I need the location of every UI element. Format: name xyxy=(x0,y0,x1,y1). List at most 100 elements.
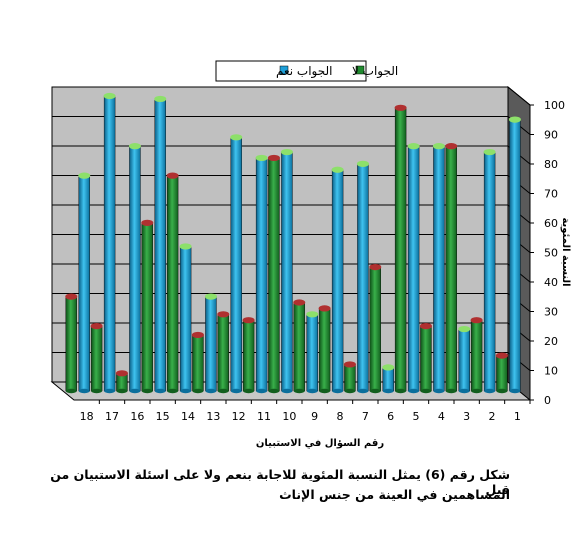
bar-cap xyxy=(331,166,344,173)
x-tick-label: 11 xyxy=(257,410,271,423)
y-tick-label: 30 xyxy=(544,306,558,319)
bar-body xyxy=(166,175,179,392)
bar-base xyxy=(395,388,407,394)
y-tick-label: 100 xyxy=(544,99,565,112)
x-tick-label: 15 xyxy=(156,410,170,423)
bar-body xyxy=(318,308,331,392)
bar-base xyxy=(420,388,432,394)
x-tick-label: 7 xyxy=(362,410,369,423)
x-tick-label: 3 xyxy=(463,410,470,423)
bar-base xyxy=(357,388,369,394)
bar xyxy=(154,95,167,394)
y-tick-label: 20 xyxy=(544,335,558,348)
bar xyxy=(293,299,306,394)
bar xyxy=(103,92,116,394)
bar-cap xyxy=(343,361,356,368)
bar xyxy=(445,143,458,394)
x-tick-label: 5 xyxy=(413,410,420,423)
bar xyxy=(318,305,331,394)
bar-base xyxy=(471,388,483,394)
y-tick-label: 0 xyxy=(544,394,551,407)
bar-body xyxy=(242,320,255,392)
bar-base xyxy=(141,388,153,394)
bar-base xyxy=(306,388,318,394)
bar-base xyxy=(408,388,420,394)
bar-cap xyxy=(128,143,141,150)
bar-base xyxy=(78,388,90,394)
legend-label-yes: الجواب نعم xyxy=(276,64,333,79)
bar-body xyxy=(407,145,420,392)
bar xyxy=(141,219,154,394)
bar xyxy=(115,370,128,394)
bar-cap xyxy=(508,116,521,123)
bar-body xyxy=(103,95,116,392)
bar-base xyxy=(458,388,470,394)
legend-label-no: الجواب لا xyxy=(352,64,398,79)
bar-body xyxy=(141,222,153,392)
bar xyxy=(166,172,179,394)
bar-cap xyxy=(293,299,306,306)
bar-cap xyxy=(407,143,420,150)
bar xyxy=(419,323,432,394)
bar xyxy=(495,352,508,394)
bar-cap xyxy=(166,172,179,179)
bars xyxy=(65,92,521,394)
bar-body xyxy=(217,314,229,392)
bar xyxy=(343,361,356,394)
y-tick-label: 80 xyxy=(544,158,558,171)
bar-cap xyxy=(65,293,78,300)
bar-body xyxy=(205,296,217,392)
bar-cap xyxy=(103,92,116,100)
bar-body xyxy=(306,314,318,392)
bar-body xyxy=(268,157,280,392)
y-tick-label: 40 xyxy=(544,276,558,289)
bar-cap xyxy=(458,325,471,333)
bar-cap xyxy=(318,305,331,312)
bar-cap xyxy=(217,311,230,318)
bar xyxy=(407,143,420,394)
figure-caption-line2: المساهمين في العينة من جنس الإناث xyxy=(279,487,510,502)
bar-base xyxy=(509,388,521,394)
bar-base xyxy=(484,388,496,394)
bar-base xyxy=(344,388,356,394)
bar xyxy=(191,331,204,394)
y-tick-label: 60 xyxy=(544,217,558,230)
bar-body xyxy=(344,364,356,392)
bar-cap xyxy=(255,154,268,162)
bar-base xyxy=(116,388,128,394)
bar xyxy=(230,134,243,394)
bar-cap xyxy=(356,160,369,167)
bar-base xyxy=(154,388,166,394)
bar-cap xyxy=(445,143,458,150)
bar-cap xyxy=(78,172,91,179)
x-tick-label: 1 xyxy=(514,410,521,423)
bar-body xyxy=(357,163,369,392)
bar-body xyxy=(369,266,381,392)
bar-cap xyxy=(267,154,280,162)
bar-cap xyxy=(191,331,204,339)
bar-base xyxy=(180,388,192,394)
bar-base xyxy=(445,388,457,394)
bar xyxy=(356,160,369,394)
x-tick-label: 14 xyxy=(181,410,195,423)
x-tick-label: 12 xyxy=(232,410,246,423)
bar-body xyxy=(154,98,166,392)
x-tick-label: 18 xyxy=(80,410,94,423)
x-tick-label: 8 xyxy=(337,410,344,423)
bar xyxy=(508,116,521,394)
bar-cap xyxy=(179,243,192,250)
bar-base xyxy=(433,388,445,394)
x-tick-label: 6 xyxy=(387,410,394,423)
bar-base xyxy=(369,388,381,394)
bar-cap xyxy=(230,134,243,141)
bar-body xyxy=(483,151,496,392)
bar-base xyxy=(243,388,255,394)
bar xyxy=(255,154,268,394)
bar-body xyxy=(394,107,407,392)
x-axis-title: رقم السؤال في الاستبيان xyxy=(256,438,384,449)
bar xyxy=(394,104,407,394)
bar-body xyxy=(496,355,508,392)
bar xyxy=(458,325,471,394)
bar xyxy=(369,264,382,394)
